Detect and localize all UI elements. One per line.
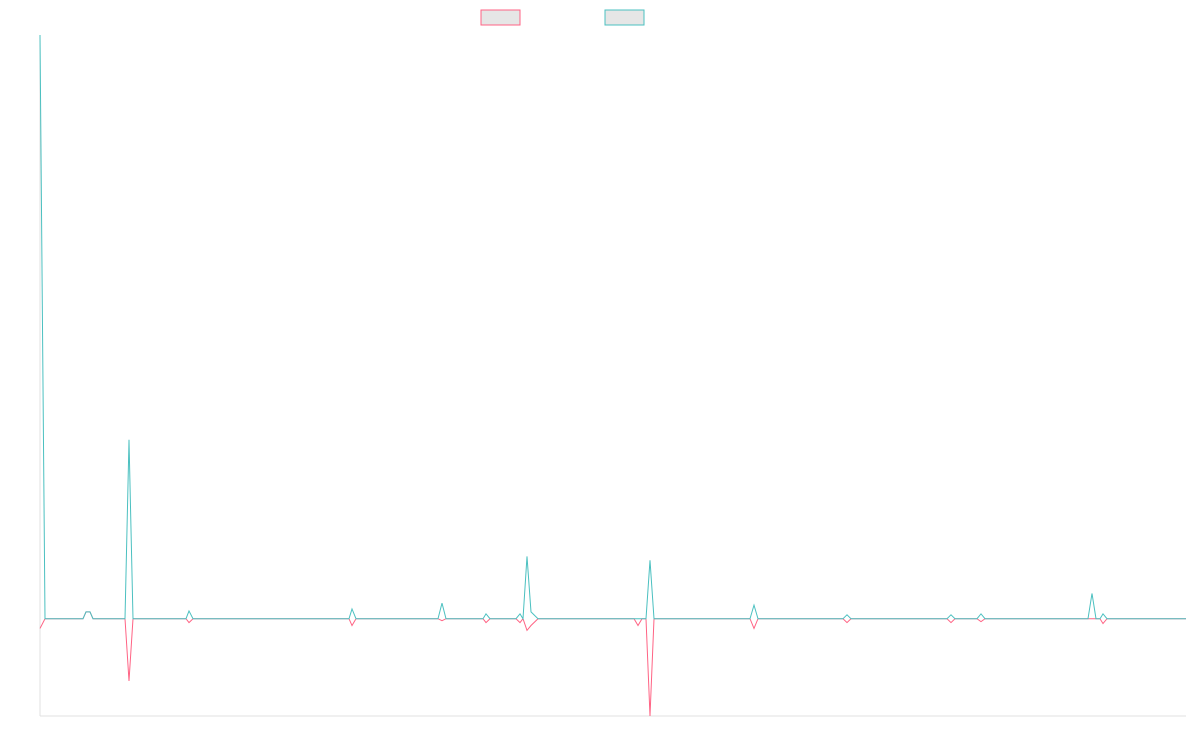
legend-swatch[interactable]	[604, 9, 645, 26]
series-line	[39, 34, 1186, 621]
series-line	[39, 611, 1186, 717]
legend-swatch[interactable]	[480, 9, 521, 26]
